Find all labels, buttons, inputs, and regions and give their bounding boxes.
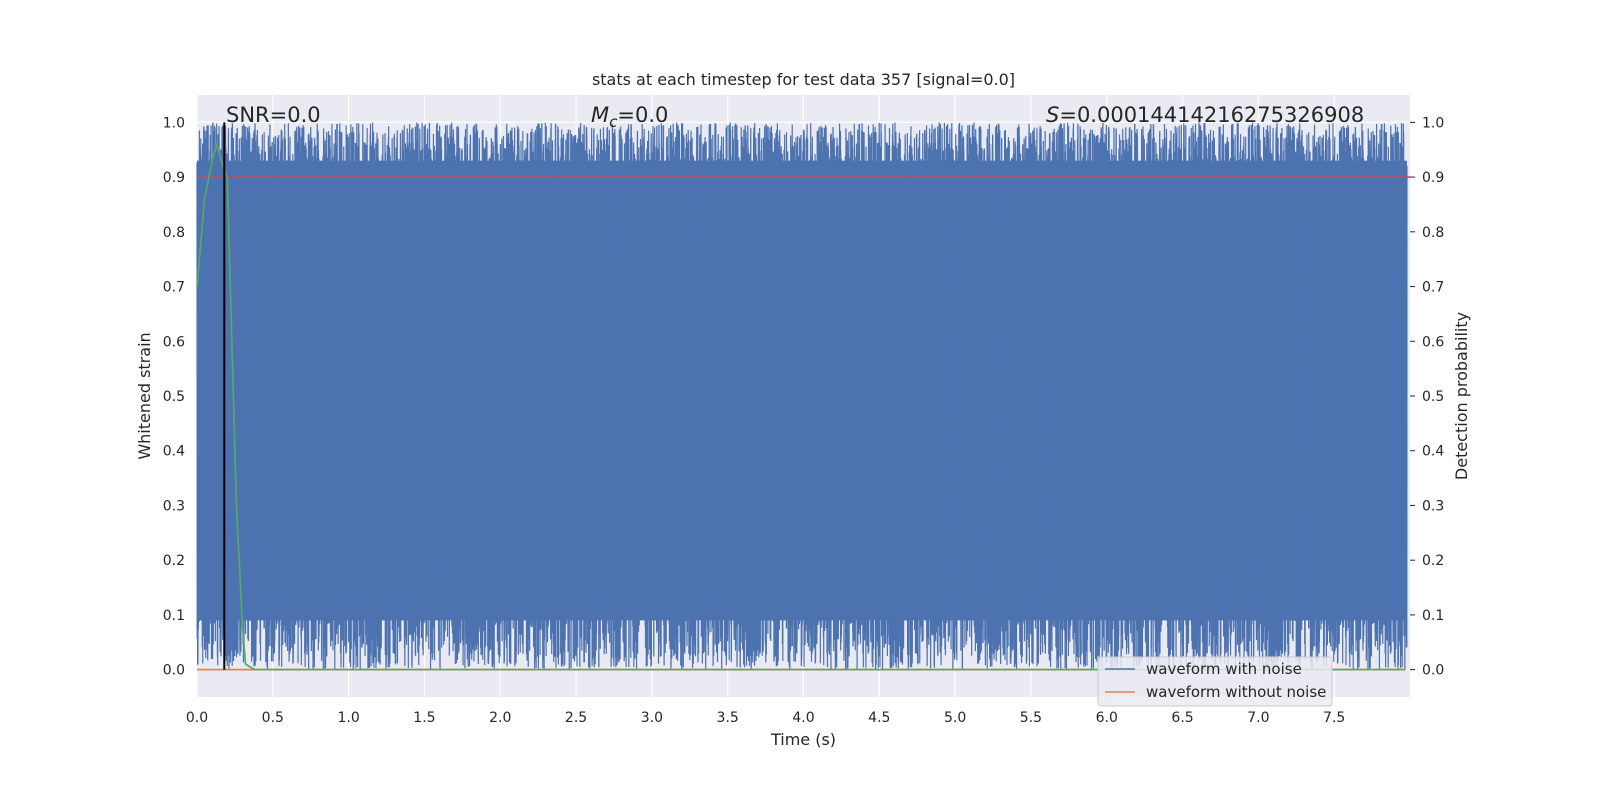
- x-tick-label: 6.5: [1171, 710, 1193, 726]
- legend: waveform with noise waveform without noi…: [1097, 656, 1333, 707]
- y-tick-label-left: 0.9: [163, 170, 185, 186]
- legend-label-without-noise: waveform without noise: [1146, 683, 1326, 701]
- x-tick-label: 5.0: [944, 710, 966, 726]
- x-axis-label: Time (s): [770, 730, 836, 749]
- y-tick-label-left: 0.6: [163, 334, 185, 350]
- y-tick-label-right: 0.5: [1422, 389, 1444, 405]
- x-tick-label: 6.0: [1096, 710, 1118, 726]
- y-tick-label-right: 0.8: [1422, 225, 1444, 241]
- y-tick-label-left: 0.4: [163, 444, 185, 460]
- y-tick-label-left: 0.8: [163, 225, 185, 241]
- x-tick-label: 1.5: [413, 710, 435, 726]
- y-tick-label-left: 0.0: [163, 663, 185, 679]
- annotation-s: S=0.00014414216275326908: [1046, 103, 1364, 127]
- legend-label-with-noise: waveform with noise: [1146, 660, 1302, 678]
- y-tick-label-left: 1.0: [163, 115, 185, 131]
- y-tick-label-right: 1.0: [1422, 115, 1444, 131]
- y-tick-label-left: 0.1: [163, 608, 185, 624]
- y-tick-label-left: 0.5: [163, 389, 185, 405]
- x-tick-label: 3.5: [717, 710, 739, 726]
- x-tick-label: 2.5: [565, 710, 587, 726]
- x-tick-label: 4.0: [792, 710, 814, 726]
- y-axis-label-right: Detection probability: [1452, 312, 1471, 480]
- x-tick-label: 3.0: [641, 710, 663, 726]
- annotation-snr: SNR=0.0: [226, 103, 321, 127]
- series-waveform-with-noise: [196, 122, 1408, 670]
- noise-trace: [196, 122, 1408, 670]
- chart-title: stats at each timestep for test data 357…: [592, 70, 1015, 89]
- y-tick-label-right: 0.4: [1422, 444, 1444, 460]
- x-tick-label: 7.0: [1247, 710, 1269, 726]
- y-tick-label-right: 0.0: [1422, 663, 1444, 679]
- y-tick-label-right: 0.3: [1422, 498, 1444, 514]
- series-detection-probability: [196, 141, 1406, 671]
- y-tick-label-right: 0.6: [1422, 334, 1444, 350]
- x-tick-label: 1.0: [337, 710, 359, 726]
- y-tick-label-left: 0.2: [163, 553, 185, 569]
- ticks: 0.0 0.5 1.0 1.5 2.0 2.5 3.0 3.5 4.0 4.5 5.0 5.5 6.0 6…: [163, 115, 1445, 726]
- x-tick-label: 7.5: [1323, 710, 1345, 726]
- x-tick-label: 0.0: [186, 710, 208, 726]
- x-tick-label: 4.5: [868, 710, 890, 726]
- y-tick-label-right: 0.2: [1422, 553, 1444, 569]
- x-tick-label: 2.0: [489, 710, 511, 726]
- y-tick-label-right: 0.7: [1422, 280, 1444, 296]
- annotation-chirp-mass: Mc=0.0: [591, 103, 668, 131]
- x-tick-label: 0.5: [262, 710, 284, 726]
- x-tick-label: 5.5: [1020, 710, 1042, 726]
- y-tick-label-left: 0.7: [163, 280, 185, 296]
- y-tick-label-left: 0.3: [163, 498, 185, 514]
- y-tick-label-right: 0.1: [1422, 608, 1444, 624]
- y-axis-label-left: Whitened strain: [135, 332, 154, 459]
- legend-box: [1097, 656, 1333, 707]
- y-tick-label-right: 0.9: [1422, 170, 1444, 186]
